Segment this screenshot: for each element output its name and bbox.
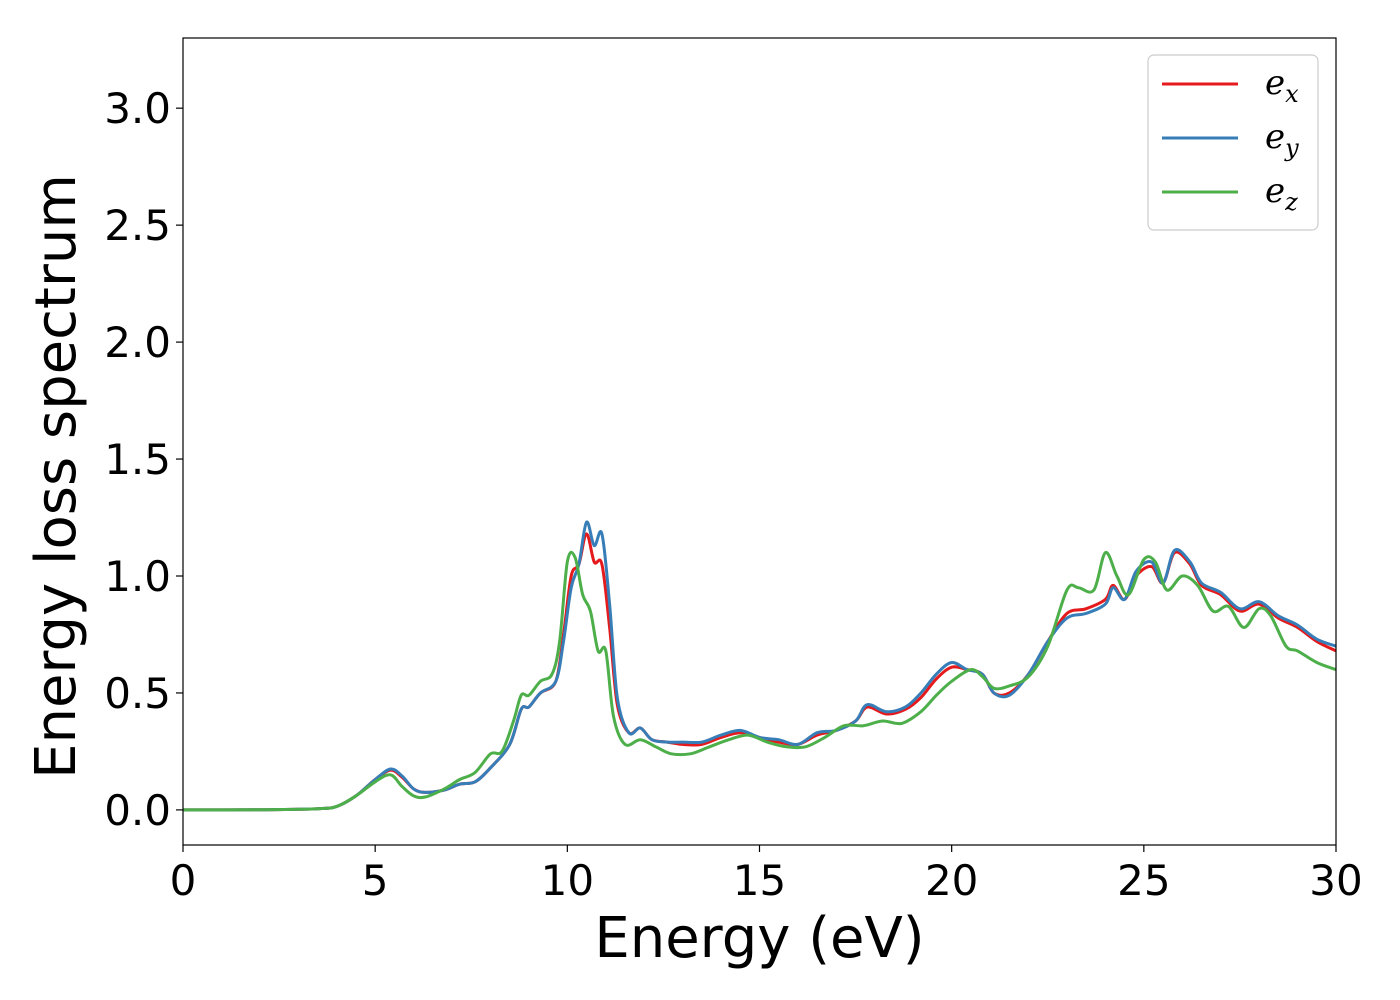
x-tick-label: 5 <box>362 856 389 905</box>
y-tick-label: 2.0 <box>104 318 171 367</box>
x-tick-label: 0 <box>170 856 197 905</box>
x-axis-label: Energy (eV) <box>594 906 924 971</box>
series-line-x <box>182 532 1337 812</box>
y-tick-label: 0.5 <box>104 669 171 718</box>
x-tick-label: 20 <box>925 856 978 905</box>
y-tick-label: 0.0 <box>104 786 171 835</box>
y-tick-label: 2.5 <box>104 201 171 250</box>
y-tick-label: 3.0 <box>104 84 171 133</box>
y-tick-label: 1.0 <box>104 552 171 601</box>
x-tick-label: 30 <box>1309 856 1362 905</box>
x-tick-label: 10 <box>541 856 594 905</box>
legend-box <box>1147 54 1319 231</box>
x-tick-label: 15 <box>733 856 786 905</box>
x-tick-label: 25 <box>1117 856 1170 905</box>
y-axis-label: Energy loss spectrum <box>24 174 89 779</box>
series-line-z <box>182 550 1337 812</box>
series-layer <box>182 520 1337 812</box>
axis-ticks: 0 5 10 15 20 25 30 0.0 0.5 1.0 1.5 2.0 2.5 3.0 <box>104 84 1363 905</box>
series-line-y <box>182 520 1337 812</box>
y-tick-label: 1.5 <box>104 435 171 484</box>
